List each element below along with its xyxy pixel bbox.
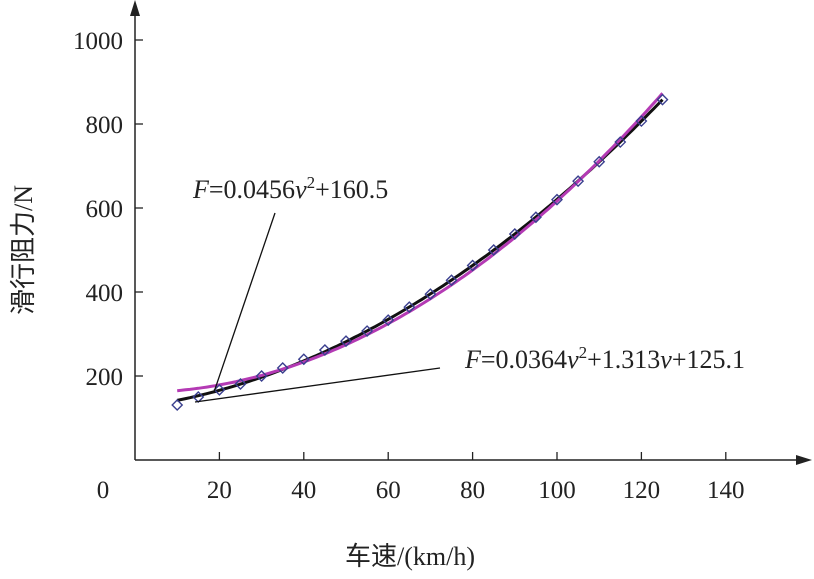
data-point (297, 353, 310, 366)
data-point (551, 193, 563, 206)
data-point (593, 155, 606, 168)
data-point (635, 115, 648, 128)
data-point (466, 259, 479, 272)
data-point (213, 383, 226, 396)
x-tick-label: 100 (538, 477, 576, 504)
y-axis-label: 滑行阻力/N (9, 185, 38, 315)
data-point (529, 211, 542, 224)
annotation-equation-2: F=0.0364v2+1.313v+125.1 (464, 343, 745, 374)
data-point (171, 398, 184, 411)
annotation-leader-1 (213, 212, 276, 393)
y-axis-arrow (130, 0, 140, 16)
data-point (487, 244, 500, 256)
x-tick-label: 40 (291, 477, 316, 504)
x-axis-arrow (796, 455, 812, 465)
x-tick-label: 80 (460, 477, 485, 504)
data-point (318, 343, 331, 356)
x-tick-label: 0 (97, 477, 110, 504)
annotations: F=0.0456v2+160.5 F=0.0364v2+1.313v+125.1 (192, 173, 745, 403)
y-tick-label: 800 (86, 112, 124, 139)
data-point (255, 370, 268, 382)
data-point (508, 228, 521, 241)
x-tick-label: 140 (707, 477, 745, 504)
annotation-leader-2 (194, 367, 441, 403)
data-point (656, 93, 669, 106)
y-tick-label: 600 (86, 196, 124, 223)
annotation-equation-1: F=0.0456v2+160.5 (192, 173, 388, 204)
fit-curve-pure-quadratic-fit (177, 92, 664, 393)
x-tick-label: 20 (207, 477, 232, 504)
y-tick-label: 1000 (73, 28, 123, 55)
data-point (445, 274, 458, 287)
data-point (276, 362, 289, 375)
y-tick-label: 200 (86, 364, 124, 391)
data-point (361, 325, 374, 338)
x-axis-label: 车速/(km/h) (345, 542, 475, 571)
data-point (382, 314, 395, 327)
y-tick-label: 400 (86, 280, 124, 307)
data-point (614, 136, 627, 149)
data-point (424, 288, 437, 301)
x-tick-label: 60 (376, 477, 401, 504)
axes (130, 0, 812, 465)
x-tick-label: 120 (623, 477, 661, 504)
data-point (340, 335, 352, 348)
data-point (234, 377, 247, 390)
data-point (403, 301, 416, 314)
data-point (572, 175, 585, 188)
